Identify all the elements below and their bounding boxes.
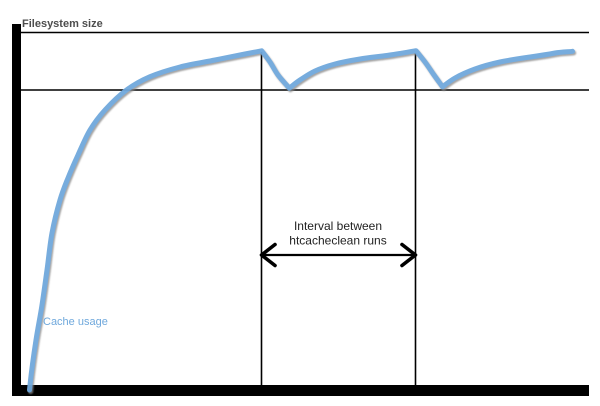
svg-text:htcacheclean runs: htcacheclean runs: [289, 234, 386, 248]
svg-text:Cache usage: Cache usage: [43, 316, 108, 328]
svg-text:Interval between: Interval between: [294, 219, 382, 233]
svg-text:Filesystem size: Filesystem size: [22, 18, 103, 30]
